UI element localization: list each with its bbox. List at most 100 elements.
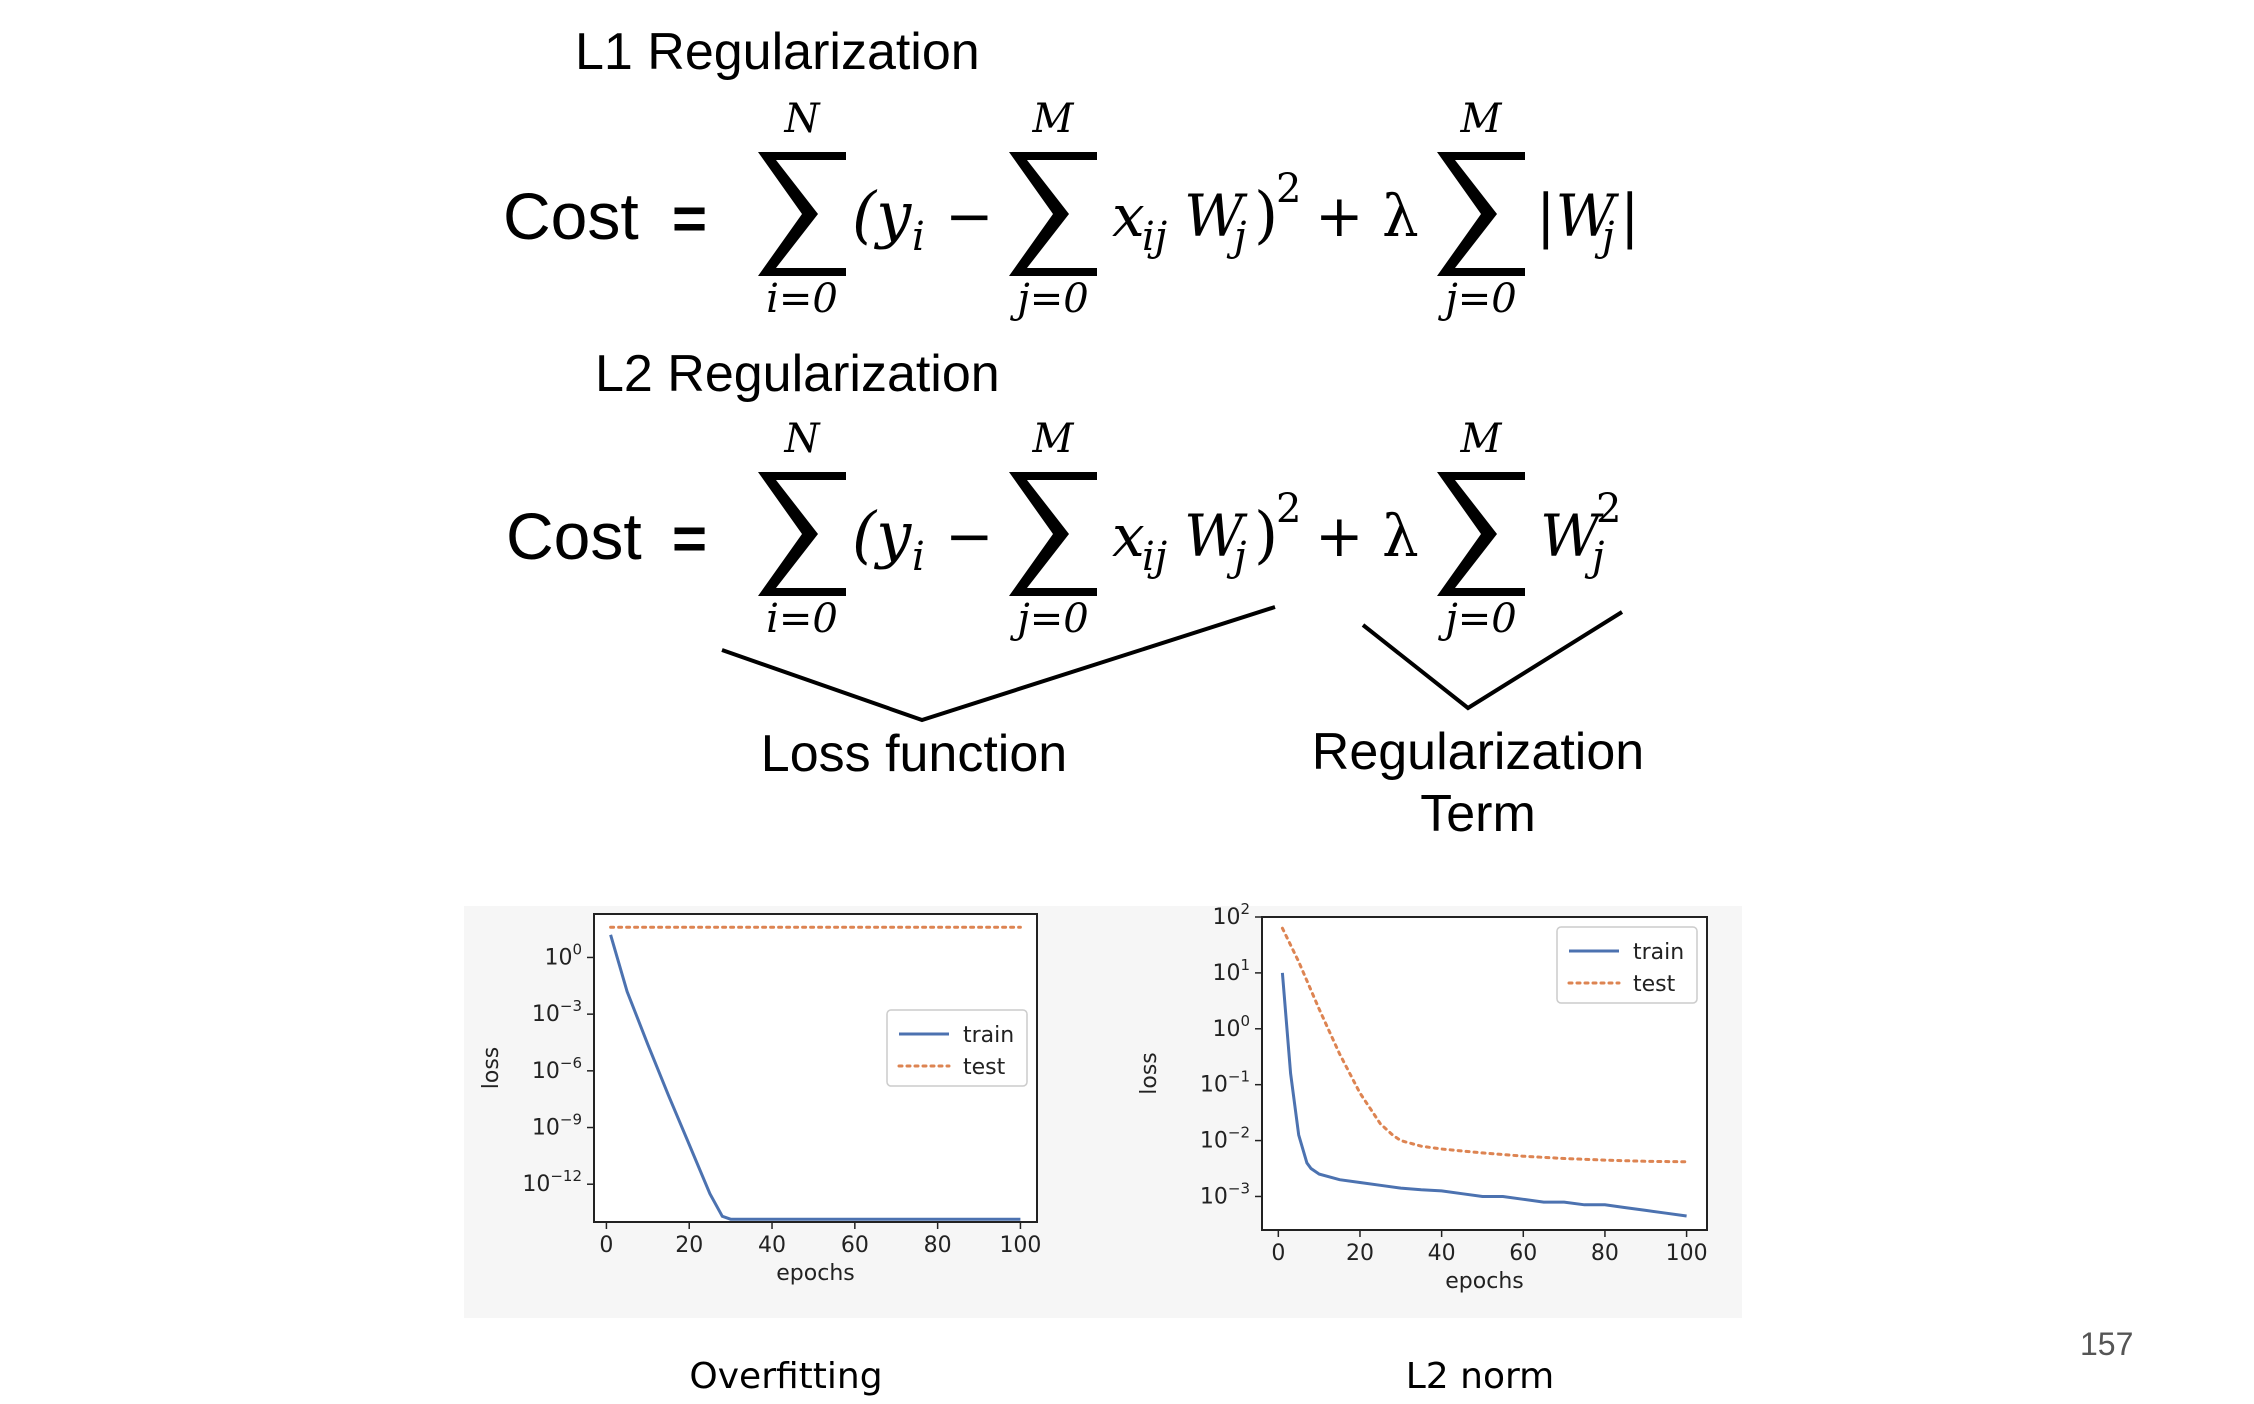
l1-reg-abs-close: |: [1620, 182, 1640, 250]
l2-sum-i: N i=0: [758, 416, 846, 642]
l2-equals: =: [672, 505, 708, 572]
l2-power: 2: [1276, 486, 1301, 532]
l1-close-paren: ): [1254, 178, 1278, 251]
l1-sum1-upper: N: [784, 96, 822, 142]
l1-sum-j: M j=0: [1009, 96, 1097, 322]
l2-sum2-upper: M: [1032, 416, 1075, 462]
l1-term-y: (y: [852, 178, 912, 251]
y-axis-label: loss: [1137, 1052, 1162, 1095]
legend-box: [886, 1009, 1028, 1087]
l1-power: 2: [1276, 166, 1301, 212]
l1-minus: −: [945, 182, 994, 250]
x-tick-label: 100: [999, 1233, 1041, 1258]
overfitting-chart: 0 20 40 60 80 100 100 10−3 10−6 10−9 10−12 epochs lo…: [479, 913, 1041, 1286]
l2-sum1-upper: N: [784, 416, 822, 462]
l2-reg-power: 2: [1596, 486, 1621, 532]
l1-sigma2-icon: [1009, 152, 1097, 276]
x-tick-label: 60: [841, 1233, 869, 1258]
loss-bracket: [721, 605, 1276, 723]
l1-sum2-lower: j=0: [1009, 276, 1088, 322]
legend-label-test: test: [1633, 972, 1676, 997]
series-line-train: [1280, 972, 1687, 1218]
l1-formula: N i=0 (y i − M j=0 x ij W j ) 2 + λ M j=…: [758, 96, 1640, 322]
l2-sum3-upper: M: [1460, 416, 1503, 462]
l2-sigma3-icon: [1437, 472, 1525, 596]
l2-plus-lambda: + λ: [1315, 502, 1419, 570]
x-tick-label: 40: [758, 1233, 786, 1258]
legend-label-test: test: [963, 1055, 1006, 1080]
l1-sum3-lower: j=0: [1437, 276, 1516, 322]
regularization-bracket: [1361, 610, 1624, 711]
l1-term-y-sub: i: [912, 214, 925, 260]
y-tick-label: 101: [1212, 956, 1250, 986]
y-tick-label: 100: [1212, 1012, 1250, 1042]
l2-sum2-lower: j=0: [1009, 596, 1088, 642]
l1-sum-i: N i=0: [758, 96, 846, 322]
l1-sum3-upper: M: [1460, 96, 1503, 142]
l2-norm-caption: L2 norm: [1405, 1356, 1555, 1397]
l2-term-x-sub: ij: [1142, 534, 1167, 580]
l1-sigma3-icon: [1437, 152, 1525, 276]
l1-term-x: x: [1112, 182, 1145, 250]
l2-heading: L2 Regularization: [595, 345, 1000, 403]
l1-equals: =: [672, 185, 708, 252]
x-tick-label: 0: [599, 1233, 613, 1258]
annotation-brackets: [721, 605, 1624, 723]
x-axis-label: epochs: [776, 1261, 854, 1286]
l1-plus-lambda: + λ: [1315, 182, 1419, 250]
l2-term-y-sub: i: [912, 534, 925, 580]
legend-box: [1556, 926, 1698, 1004]
l2-sigma1-icon: [758, 472, 846, 596]
l1-sum1-lower: i=0: [766, 276, 838, 322]
loss-function-label: Loss function: [760, 725, 1068, 783]
l2-formula: N i=0 (y i − M j=0 x ij W j ) 2 + λ M j=…: [758, 416, 1621, 642]
y-tick-label: 100: [544, 940, 582, 970]
l2-sum-reg: M j=0: [1437, 416, 1525, 642]
y-tick-label: 10−12: [522, 1167, 582, 1197]
l2-sum3-lower: j=0: [1437, 596, 1516, 642]
x-tick-label: 80: [924, 1233, 952, 1258]
legend-label-train: train: [1633, 940, 1684, 965]
y-tick-label: 10−9: [532, 1111, 582, 1141]
x-tick-label: 20: [675, 1233, 703, 1258]
l2-cost-label: Cost: [506, 499, 642, 573]
y-tick-label: 10−2: [1200, 1124, 1250, 1154]
l2-term-w: W: [1184, 502, 1248, 570]
y-tick-label: 10−1: [1200, 1068, 1250, 1098]
l2-term-x: x: [1112, 502, 1145, 570]
y-tick-label: 102: [1212, 900, 1250, 930]
l1-reg-w: |W: [1536, 182, 1620, 250]
series-line-train: [609, 934, 1021, 1221]
x-tick-label: 0: [1271, 1241, 1285, 1266]
y-tick-label: 10−3: [1200, 1179, 1250, 1209]
l1-term-w: W: [1184, 182, 1248, 250]
l1-sum2-upper: M: [1032, 96, 1075, 142]
l2-minus: −: [945, 502, 994, 570]
l1-sum-reg: M j=0: [1437, 96, 1525, 322]
l2-sum1-lower: i=0: [766, 596, 838, 642]
overfitting-caption: Overfitting: [689, 1356, 883, 1397]
x-tick-label: 100: [1666, 1241, 1708, 1266]
regularization-term-label-2: Term: [1420, 785, 1536, 843]
regularization-term-label-1: Regularization: [1311, 723, 1645, 781]
l2-term-y: (y: [852, 498, 912, 571]
l2-reg-w: W: [1540, 502, 1604, 570]
x-axis-label: epochs: [1445, 1269, 1523, 1294]
l1-term-x-sub: ij: [1142, 214, 1167, 260]
x-tick-label: 20: [1346, 1241, 1374, 1266]
l1-heading: L1 Regularization: [575, 23, 980, 81]
x-tick-label: 80: [1591, 1241, 1619, 1266]
legend-label-train: train: [963, 1023, 1014, 1048]
y-axis-label: loss: [479, 1047, 504, 1090]
l2-norm-chart: 0 20 40 60 80 100 102 101 100 10−1 10−2 10−3 epochs l…: [1137, 900, 1708, 1294]
y-tick-label: 10−3: [532, 997, 582, 1027]
l2-sigma2-icon: [1009, 472, 1097, 596]
x-tick-label: 60: [1509, 1241, 1537, 1266]
l1-sigma1-icon: [758, 152, 846, 276]
series-line-test: [1280, 926, 1689, 1164]
page-number: 157: [2080, 1326, 2134, 1362]
y-tick-label: 10−6: [532, 1054, 582, 1084]
l2-close-paren: ): [1254, 498, 1278, 571]
l2-sum-j: M j=0: [1009, 416, 1097, 642]
x-tick-label: 40: [1428, 1241, 1456, 1266]
